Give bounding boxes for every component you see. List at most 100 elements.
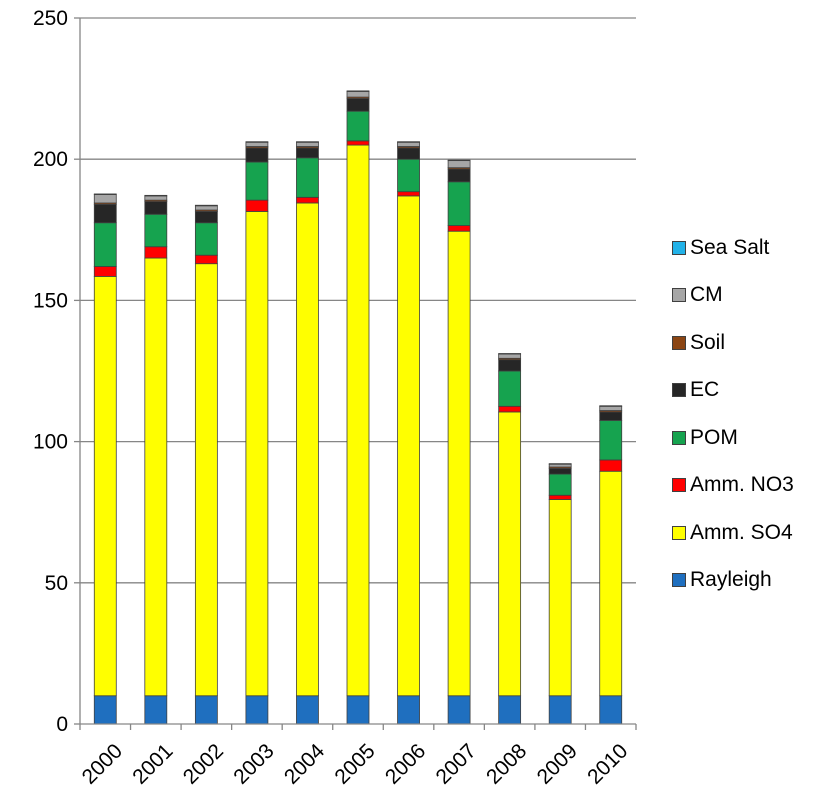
axes <box>79 18 636 725</box>
bar-segment-rayleigh-2000 <box>93 695 117 725</box>
bar-segment-amm-no3-2002 <box>194 254 218 265</box>
legend-label: Amm. NO3 <box>690 473 794 497</box>
x-tick-label-2004: 2004 <box>280 739 330 789</box>
bar-segment-rayleigh-2002 <box>194 695 218 725</box>
bar-segment-cm-2001 <box>144 195 168 201</box>
legend-swatch <box>672 240 686 255</box>
bar-segment-ec-2001 <box>144 201 168 215</box>
bar-segment-amm-so4-2001 <box>144 257 168 697</box>
bar-segment-pom-2004 <box>296 157 319 198</box>
legend-swatch <box>672 573 686 588</box>
bar-segment-cm-2010 <box>599 405 623 411</box>
bar-segment-pom-2007 <box>447 181 471 226</box>
legend-swatch <box>672 383 686 398</box>
bar-segment-amm-so4-2002 <box>194 263 218 697</box>
bar-segment-pom-2001 <box>144 213 168 248</box>
bar-segment-ec-2006 <box>397 147 420 160</box>
legend-swatch <box>672 478 686 493</box>
bar-segment-cm-2006 <box>397 141 420 147</box>
bar-segment-amm-so4-2007 <box>447 230 471 697</box>
bar-segment-ec-2007 <box>447 168 471 183</box>
x-tick-label-2003: 2003 <box>229 739 278 788</box>
bar-segment-cm-2004 <box>296 141 319 147</box>
bar-segment-sea-salt-2009 <box>548 463 572 465</box>
bar-segment-sea-salt-2007 <box>447 159 471 162</box>
x-tick-label-2005: 2005 <box>330 739 379 788</box>
bar-segment-rayleigh-2003 <box>245 695 269 725</box>
legend-label: EC <box>690 378 720 402</box>
x-tick-labels: 2000 2001 2002 2003 2004 2005 2006 2007 2008 2009… <box>78 724 637 789</box>
bar-segment-amm-so4-2006 <box>397 195 420 697</box>
bar-segment-amm-so4-2003 <box>245 211 269 697</box>
bar-segment-ec-2002 <box>194 211 218 224</box>
legend-label: Sea Salt <box>690 235 770 259</box>
bar-segment-amm-no3-2007 <box>447 225 471 232</box>
bar-segment-ec-2003 <box>245 147 269 163</box>
bar-segment-rayleigh-2010 <box>599 695 623 725</box>
y-tick-label: 200 <box>33 148 68 171</box>
legend-item-ec: EC <box>672 367 832 415</box>
legend-item-rayleigh: Rayleigh <box>672 557 832 605</box>
bar-segment-ec-2010 <box>599 411 623 421</box>
legend-swatch <box>672 288 686 303</box>
x-tick-label-2008: 2008 <box>482 739 531 788</box>
legend-swatch <box>672 335 686 350</box>
bar-segment-rayleigh-2008 <box>498 695 522 725</box>
bar-segment-rayleigh-2005 <box>346 695 370 725</box>
bar-segment-cm-2002 <box>194 205 218 211</box>
bar-segment-sea-salt-2005 <box>346 90 370 92</box>
bar-segment-pom-2006 <box>397 158 420 193</box>
x-tick-label-2001: 2001 <box>128 739 177 788</box>
bar-segment-amm-no3-2003 <box>245 199 269 212</box>
bar-segment-pom-2002 <box>194 222 218 256</box>
bar-segment-rayleigh-2004 <box>296 695 319 725</box>
bar-segment-amm-no3-2005 <box>346 140 370 146</box>
bar-segment-amm-no3-2004 <box>296 196 319 204</box>
bar-segment-amm-no3-2001 <box>144 246 168 259</box>
y-tick-label: 50 <box>45 572 68 595</box>
bar-segment-sea-salt-2004 <box>296 141 319 143</box>
bar-segment-sea-salt-2003 <box>245 141 269 143</box>
bar-segment-pom-2005 <box>346 110 370 142</box>
bar-segment-sea-salt-2000 <box>93 193 117 195</box>
x-tick-label-2007: 2007 <box>432 739 481 788</box>
bar-segment-ec-2009 <box>548 468 572 475</box>
bar-segment-amm-so4-2000 <box>93 275 117 697</box>
bar-segment-amm-no3-2009 <box>548 494 572 500</box>
bar-segment-amm-no3-2000 <box>93 266 117 277</box>
y-tick-label: 100 <box>33 431 68 454</box>
x-tick-label-2006: 2006 <box>381 739 430 788</box>
bar-segment-amm-no3-2010 <box>599 459 623 472</box>
bar-segment-amm-so4-2004 <box>296 202 319 697</box>
bar-segment-ec-2008 <box>498 359 522 372</box>
y-tick-label: 0 <box>56 713 68 736</box>
legend-item-amm-so4: Amm. SO4 <box>672 509 832 557</box>
bar-segment-amm-no3-2008 <box>498 405 522 413</box>
bar-segment-sea-salt-2006 <box>397 141 420 143</box>
bar-segment-amm-so4-2008 <box>498 411 522 697</box>
x-tick-label-2010: 2010 <box>583 739 632 788</box>
bar-segment-sea-salt-2010 <box>599 405 623 407</box>
bar-segment-cm-2008 <box>498 353 522 359</box>
x-tick-label-2000: 2000 <box>78 739 127 788</box>
bar-segment-sea-salt-2002 <box>194 204 218 207</box>
bar-segment-rayleigh-2006 <box>397 695 420 725</box>
legend-label: POM <box>690 425 738 449</box>
bar-stacks <box>93 90 623 725</box>
legend-item-cm: CM <box>672 272 832 320</box>
legend-swatch <box>672 430 686 445</box>
legend-item-sea-salt: Sea Salt <box>672 224 832 272</box>
legend-item-pom: POM <box>672 414 832 462</box>
legend-label: Rayleigh <box>690 568 772 592</box>
bar-segment-cm-2009 <box>548 463 572 468</box>
bar-segment-ec-2004 <box>296 147 319 159</box>
y-tick-label: 150 <box>33 289 68 312</box>
legend-label: Soil <box>690 330 726 354</box>
legend-label: Amm. SO4 <box>690 520 793 544</box>
y-tick-label: 250 <box>33 7 68 30</box>
legend-label: CM <box>690 283 723 307</box>
bar-segment-amm-so4-2009 <box>548 499 572 697</box>
bar-segment-cm-2007 <box>447 160 471 169</box>
